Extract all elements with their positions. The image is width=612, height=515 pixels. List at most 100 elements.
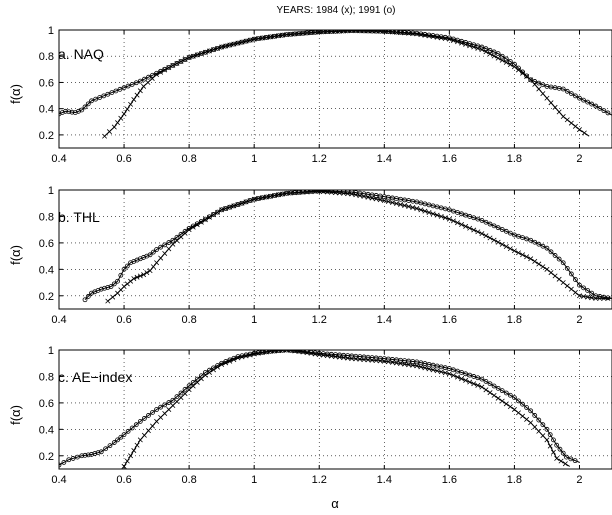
- panel-label: b. THL: [58, 209, 100, 225]
- data-point-x: [503, 244, 509, 250]
- data-point-o: [137, 78, 143, 84]
- data-point-o: [235, 202, 241, 207]
- data-point-x: [455, 374, 460, 380]
- data-point-x: [524, 254, 530, 260]
- data-point-x: [467, 225, 473, 231]
- data-point-x: [141, 272, 147, 278]
- x-tick-label: 2: [576, 153, 582, 165]
- data-point-o: [85, 452, 91, 458]
- data-point-o: [503, 56, 509, 62]
- data-point-x: [499, 241, 505, 247]
- data-point-o: [284, 350, 290, 353]
- data-point-x: [507, 246, 513, 252]
- data-point-x: [520, 70, 526, 76]
- data-point-x: [450, 218, 456, 224]
- data-point-o: [467, 214, 473, 219]
- data-point-x: [576, 293, 582, 299]
- data-point-x: [121, 111, 127, 117]
- data-point-o: [548, 249, 554, 255]
- x-tick-label: 1.6: [442, 314, 457, 326]
- data-point-x: [166, 246, 172, 252]
- x-tick-label: 0.6: [116, 474, 131, 486]
- data-point-x: [110, 294, 116, 300]
- data-point-x: [150, 264, 156, 270]
- data-point-o: [491, 383, 497, 389]
- data-point-o: [483, 379, 489, 384]
- data-point-x: [134, 442, 140, 448]
- data-point-o: [158, 404, 164, 410]
- data-point-o: [560, 260, 566, 266]
- data-point-o: [503, 390, 509, 396]
- data-point-x: [438, 213, 444, 219]
- data-point-o: [202, 216, 208, 222]
- x-tick-label: 1.2: [312, 153, 327, 165]
- data-point-o: [69, 109, 75, 115]
- data-point-o: [463, 371, 469, 377]
- data-point-o: [211, 212, 216, 217]
- data-point-o: [154, 407, 159, 412]
- data-point-o: [495, 225, 501, 231]
- data-point-o: [166, 400, 172, 405]
- data-point-o: [186, 225, 192, 231]
- data-point-o: [219, 207, 225, 213]
- data-point-o: [207, 48, 212, 54]
- data-point-o: [536, 417, 542, 423]
- data-point-x: [170, 241, 176, 247]
- data-point-x: [536, 428, 542, 434]
- data-point-x: [137, 273, 143, 279]
- data-point-x: [170, 403, 176, 409]
- panel-label: c. AE−index: [58, 369, 132, 385]
- data-point-x: [554, 455, 560, 461]
- data-point-x: [491, 237, 497, 243]
- data-point-o: [150, 410, 155, 415]
- data-point-o: [182, 57, 188, 62]
- data-point-x: [471, 227, 477, 233]
- axes-frame: [58, 349, 612, 470]
- data-point-x: [589, 295, 595, 301]
- data-point-x: [402, 203, 408, 209]
- data-point-o: [564, 454, 569, 460]
- data-point-o: [93, 96, 98, 102]
- data-point-o: [227, 204, 233, 210]
- data-point-o: [231, 355, 237, 361]
- data-point-o: [102, 285, 107, 291]
- data-point-x: [548, 270, 554, 276]
- data-point-o: [125, 83, 131, 89]
- data-point-x: [536, 261, 542, 267]
- data-point-o: [479, 218, 485, 223]
- data-point-x: [422, 208, 428, 214]
- data-point-x: [128, 278, 134, 284]
- data-point-o: [491, 49, 497, 55]
- data-point-o: [137, 418, 143, 424]
- data-point-o: [499, 53, 505, 59]
- data-point-o: [182, 386, 188, 392]
- y-axis-label: f(α): [8, 245, 23, 265]
- data-point-o: [82, 452, 88, 458]
- x-tick-label: 0.6: [116, 153, 131, 165]
- data-point-x: [410, 205, 416, 211]
- data-point-x: [581, 293, 587, 299]
- data-point-x: [410, 362, 416, 368]
- data-point-o: [182, 228, 188, 234]
- data-point-x: [532, 424, 538, 430]
- series-line: [84, 190, 612, 301]
- data-point-x: [540, 264, 546, 270]
- data-point-o: [557, 446, 563, 452]
- data-point-o: [455, 368, 460, 374]
- data-point-x: [507, 404, 513, 410]
- data-point-o: [190, 379, 196, 385]
- data-point-o: [89, 452, 94, 457]
- x-tick-label: 0.4: [51, 474, 66, 486]
- data-point-x: [442, 370, 448, 376]
- data-point-x: [540, 91, 546, 97]
- y-tick-label: 0.4: [39, 424, 54, 436]
- data-point-o: [554, 442, 560, 448]
- data-point-x: [568, 286, 574, 292]
- data-point-x: [414, 363, 420, 369]
- data-point-x: [406, 204, 412, 210]
- x-tick-label: 1.2: [312, 314, 327, 326]
- data-point-o: [568, 91, 574, 96]
- data-point-x: [162, 250, 168, 256]
- data-point-o: [194, 376, 200, 382]
- data-point-x: [406, 362, 412, 368]
